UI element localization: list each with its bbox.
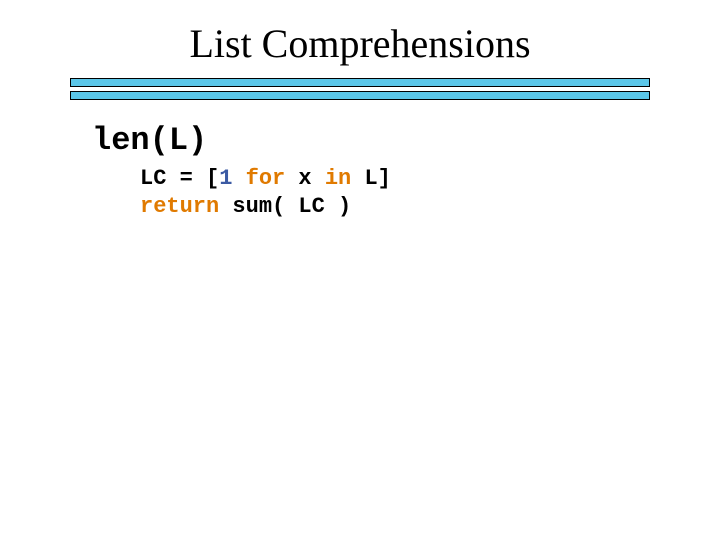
code-token: sum( LC ): [219, 194, 351, 219]
slide-title: List Comprehensions: [0, 20, 720, 67]
code-token-keyword: for: [246, 166, 286, 191]
code-token: L]: [351, 166, 391, 191]
rule-bar-top: [70, 78, 650, 87]
code-token-keyword: return: [140, 194, 219, 219]
function-signature: len(L): [92, 122, 207, 159]
code-token: LC = [: [140, 166, 219, 191]
code-token-number: 1: [219, 166, 232, 191]
title-double-rule: [70, 78, 650, 104]
code-token-keyword: in: [325, 166, 351, 191]
rule-bar-bottom: [70, 91, 650, 100]
code-block: LC = [1 for x in L] return sum( LC ): [140, 165, 391, 220]
code-token: [232, 166, 245, 191]
code-token: x: [285, 166, 325, 191]
